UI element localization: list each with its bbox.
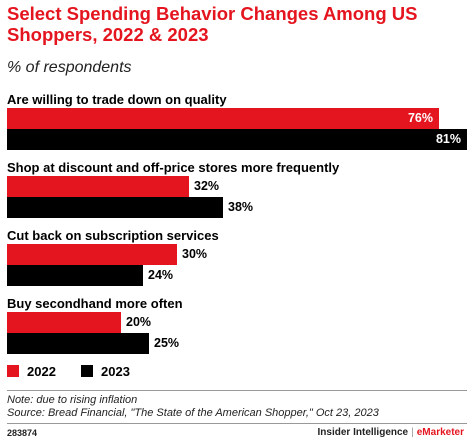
chart-source: Source: Bread Financial, "The State of t… — [7, 407, 379, 419]
category-label: Shop at discount and off-price stores mo… — [7, 160, 340, 175]
divider — [7, 423, 467, 424]
footer-separator: | — [411, 427, 414, 438]
bar-2023 — [7, 333, 149, 354]
chart-subtitle: % of respondents — [7, 59, 132, 76]
category-label: Are willing to trade down on quality — [7, 92, 227, 107]
data-label: 32% — [194, 179, 220, 193]
chart-id: 283874 — [7, 428, 38, 438]
bar-2022 — [7, 312, 121, 333]
bar-2023 — [7, 265, 143, 286]
divider — [7, 390, 467, 391]
bar-2023 — [7, 197, 223, 218]
data-label: 81% — [435, 132, 461, 146]
legend-item-2022: 2022 — [7, 364, 56, 379]
bar-2022 — [7, 244, 177, 265]
legend-item-2023: 2023 — [81, 364, 130, 379]
data-label: 20% — [126, 315, 152, 329]
data-label: 24% — [148, 268, 174, 282]
legend-swatch-2022 — [7, 365, 19, 377]
bar-2022 — [7, 108, 439, 129]
legend-label-2022: 2022 — [27, 364, 56, 379]
legend-label-2023: 2023 — [101, 364, 130, 379]
data-label: 30% — [182, 247, 208, 261]
chart-title: Select Spending Behavior Changes Among U… — [7, 3, 418, 45]
category-label: Cut back on subscription services — [7, 228, 219, 243]
legend-swatch-2023 — [81, 365, 93, 377]
footer-credit: Insider Intelligence | eMarketer — [318, 427, 464, 438]
data-label: 25% — [154, 336, 180, 350]
brand-name: eMarketer — [416, 427, 464, 438]
data-label: 38% — [228, 200, 254, 214]
bar-2023 — [7, 129, 467, 150]
data-label: 76% — [407, 111, 433, 125]
publisher-name: Insider Intelligence — [317, 427, 409, 438]
bar-2022 — [7, 176, 189, 197]
chart-note: Note: due to rising inflation — [7, 394, 138, 406]
category-label: Buy secondhand more often — [7, 296, 183, 311]
